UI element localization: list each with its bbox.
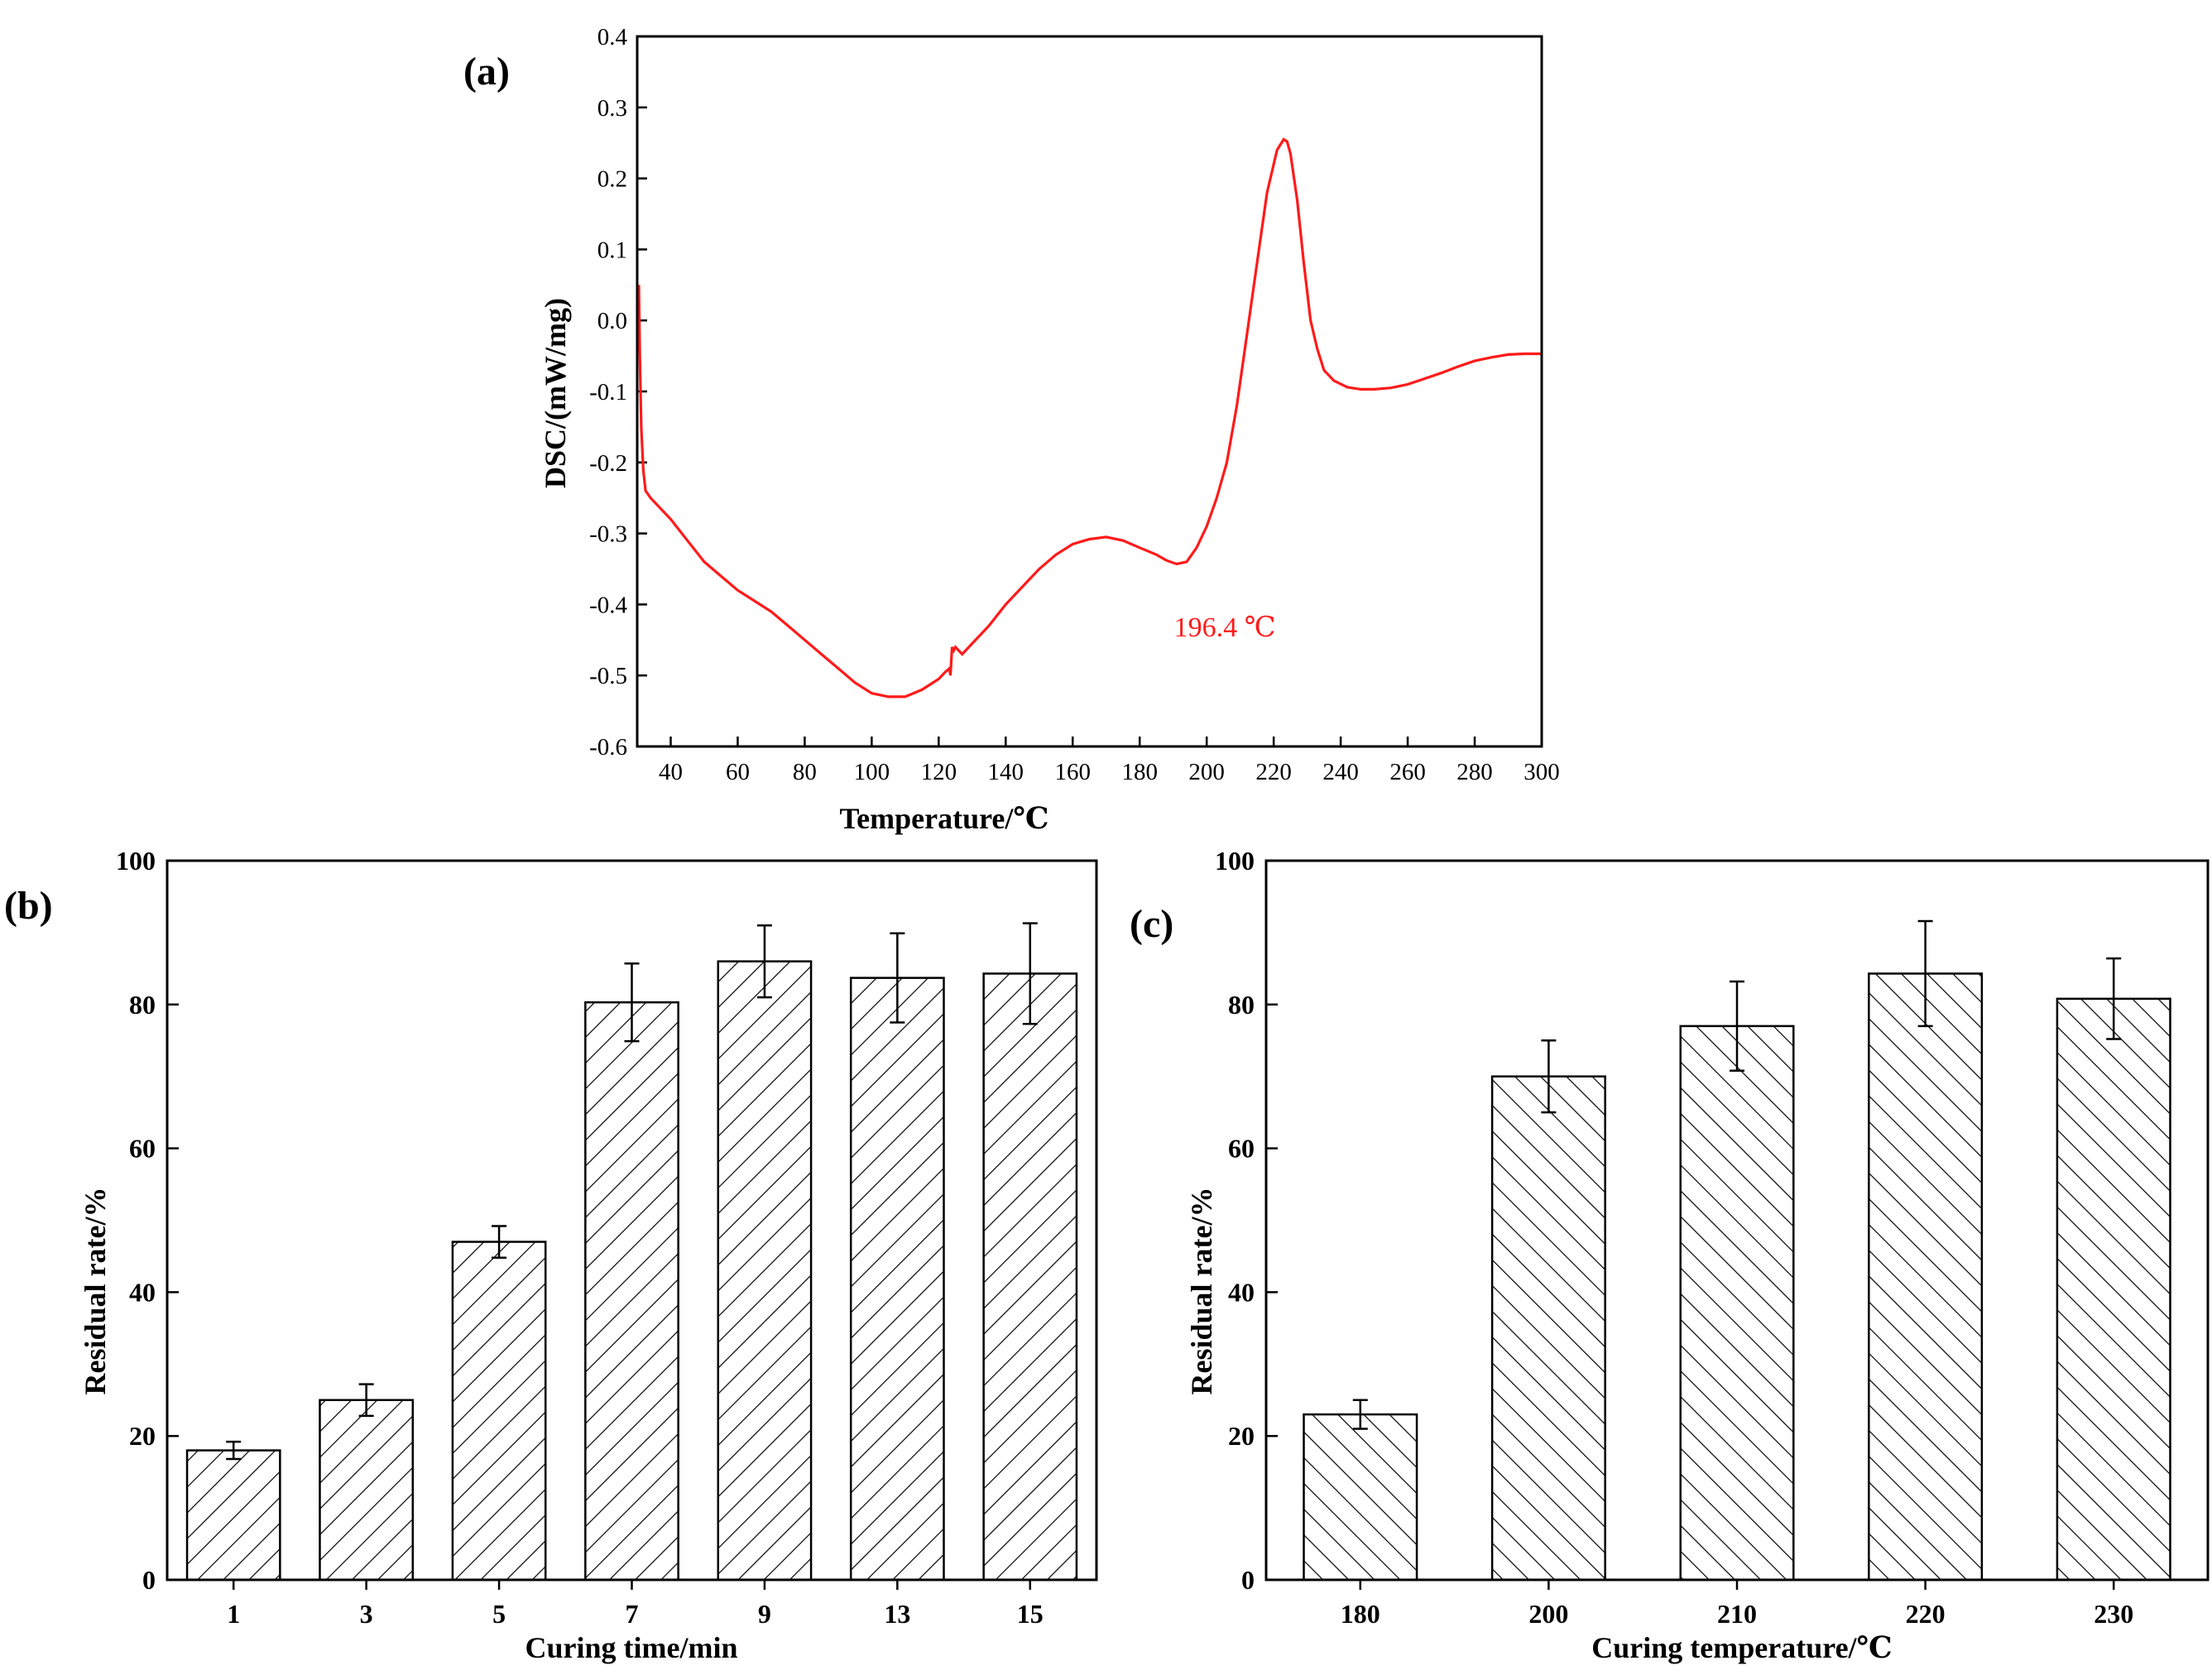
panel-b-bars [185, 922, 1078, 1581]
x-tick-label: 260 [1389, 759, 1426, 785]
panel-c-curing-temperature-chart: (c) 0 20 40 60 80 100 180 200 210 220 230 Curing t… [1130, 846, 2210, 1664]
peak-annotation: 196.4 ℃ [1174, 612, 1276, 643]
x-tick-label: 220 [1906, 1599, 1946, 1629]
panel-c-x-axis-label: Curing temperature/℃ [1591, 1631, 1892, 1664]
panel-c-plot-frame [1264, 859, 2210, 1581]
y-tick-label: -0.2 [589, 450, 627, 477]
y-tick-label: 80 [129, 990, 156, 1020]
panel-b-x-axis-label: Curing time/min [525, 1631, 738, 1664]
panel-a-label: (a) [463, 50, 510, 94]
bar [717, 960, 813, 1581]
panel-a-y-axis-label: DSC/(mW/mg) [539, 298, 572, 488]
x-tick-label: 200 [1188, 759, 1225, 785]
y-tick-label: 100 [116, 846, 156, 876]
y-tick-label: 40 [129, 1277, 156, 1307]
y-tick-label: 40 [1228, 1277, 1255, 1307]
panel-a-dsc-chart: (a) -0.6 -0.5 -0.4 -0.3 -0.2 -0.1 0.0 0.1 0.2 0.3… [463, 24, 1560, 835]
x-tick-label: 280 [1456, 759, 1493, 785]
panel-c-bars [1303, 919, 2171, 1581]
bar [185, 1449, 281, 1581]
bar [982, 972, 1078, 1581]
x-tick-label: 200 [1528, 1599, 1568, 1629]
x-tick-label: 240 [1322, 759, 1359, 785]
panel-b-label: (b) [4, 884, 53, 928]
bar [451, 1241, 547, 1581]
x-tick-label: 230 [2094, 1599, 2133, 1629]
y-tick-label: 0.0 [597, 308, 627, 334]
y-tick-label: 60 [1228, 1134, 1255, 1164]
x-tick-label: 210 [1717, 1599, 1757, 1629]
panel-a-x-ticks: 40 60 80 100 120 140 160 180 200 220 240 260 280 300 [659, 737, 1560, 785]
y-tick-label: 0 [1241, 1565, 1255, 1595]
bar [2056, 997, 2171, 1581]
y-tick-label: 0.1 [597, 237, 627, 263]
y-tick-label: 0.2 [597, 166, 627, 193]
x-tick-label: 15 [1017, 1599, 1044, 1629]
bar [1868, 972, 1984, 1581]
y-tick-label: -0.1 [589, 379, 627, 406]
y-tick-label: 100 [1215, 846, 1255, 876]
dsc-curve [637, 137, 1542, 698]
panel-a-x-axis-label: Temperature/℃ [839, 802, 1048, 835]
x-tick-label: 80 [793, 759, 817, 785]
y-tick-label: 60 [129, 1134, 156, 1164]
x-tick-label: 220 [1255, 759, 1292, 785]
panel-a-y-ticks: -0.6 -0.5 -0.4 -0.3 -0.2 -0.1 0.0 0.1 0.2 0.3 0.4 [589, 24, 647, 761]
x-tick-label: 160 [1055, 759, 1092, 785]
x-tick-label: 300 [1523, 759, 1560, 785]
x-tick-label: 120 [921, 759, 957, 785]
bar [1679, 1025, 1795, 1581]
x-tick-label: 180 [1341, 1599, 1380, 1629]
x-tick-label: 180 [1121, 759, 1158, 785]
x-tick-label: 40 [659, 759, 683, 785]
x-tick-label: 5 [492, 1599, 506, 1629]
y-tick-label: 80 [1228, 990, 1255, 1020]
panel-a-plot-frame [636, 35, 1543, 748]
bar [849, 977, 945, 1581]
panel-b-y-axis-label: Residual rate/% [79, 1188, 112, 1395]
x-tick-label: 140 [988, 759, 1024, 785]
bar [584, 1001, 679, 1581]
y-tick-label: 0.3 [597, 95, 627, 122]
x-tick-label: 7 [626, 1599, 639, 1629]
y-tick-label: -0.3 [589, 521, 627, 548]
panel-c-y-ticks: 0 20 40 60 80 100 180 200 210 220 230 [1215, 846, 2133, 1629]
bar [319, 1399, 415, 1581]
panel-c-label: (c) [1130, 902, 1173, 946]
bar [1303, 1413, 1418, 1581]
x-tick-label: 100 [854, 759, 890, 785]
y-tick-label: -0.4 [589, 592, 627, 618]
y-tick-label: 0.4 [597, 24, 628, 50]
bar [1490, 1075, 1606, 1581]
x-tick-label: 60 [726, 759, 750, 785]
panel-c-y-axis-label: Residual rate/% [1185, 1188, 1218, 1395]
x-tick-label: 1 [227, 1599, 240, 1629]
y-tick-label: 20 [1228, 1421, 1255, 1451]
y-tick-label: 20 [129, 1421, 156, 1451]
y-tick-label: 0 [142, 1565, 156, 1595]
x-tick-label: 9 [758, 1599, 771, 1629]
y-tick-label: -0.6 [589, 734, 627, 761]
panel-b-plot-frame [166, 859, 1098, 1581]
x-tick-label: 3 [360, 1599, 373, 1629]
y-tick-label: -0.5 [589, 663, 627, 689]
x-tick-label: 13 [884, 1599, 910, 1629]
